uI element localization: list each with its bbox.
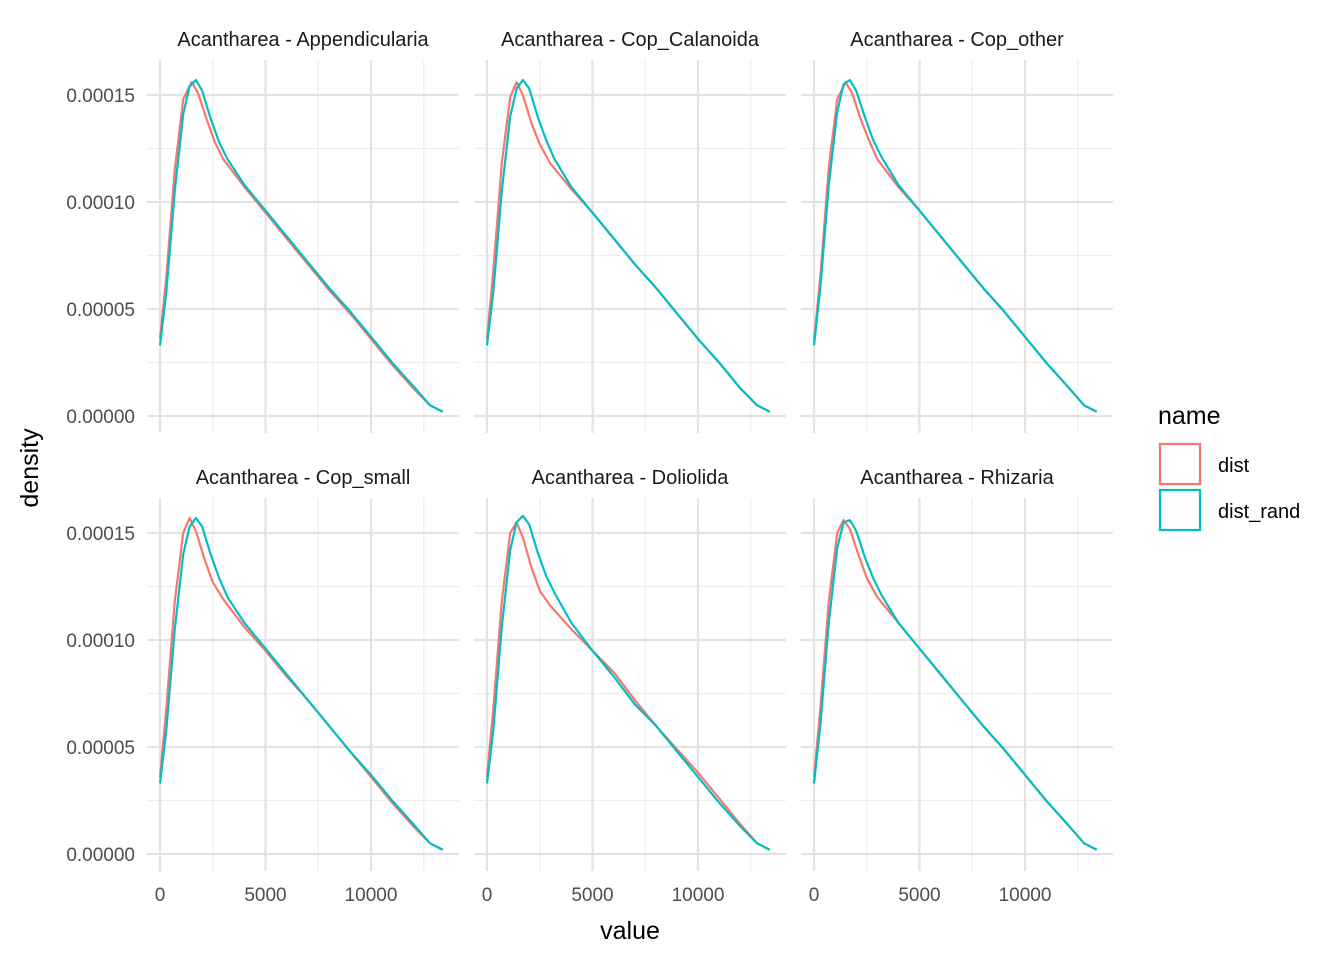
facet-title: Acantharea - Cop_small: [196, 467, 411, 489]
legend-label: dist: [1218, 455, 1250, 477]
y-tick-label: 0.00005: [66, 738, 135, 759]
facet-title: Acantharea - Cop_Calanoida: [501, 29, 760, 51]
facet-panels: Acantharea - Appendicularia 0.00000 0.0000…: [66, 29, 1113, 906]
facet-title: Acantharea - Doliolida: [532, 467, 730, 489]
x-tick-label: 10000: [672, 885, 725, 906]
facet-title: Acantharea - Appendicularia: [177, 29, 429, 51]
legend-key: [1158, 442, 1202, 486]
x-tick-label: 5000: [244, 885, 286, 906]
y-tick-label: 0.00000: [66, 845, 135, 866]
x-tick-label: 10000: [999, 885, 1052, 906]
density-line-dist-rand: [812, 78, 1098, 413]
x-tick-label: 0: [482, 885, 493, 906]
x-tick-label: 5000: [898, 885, 940, 906]
x-tick-label: 0: [809, 885, 820, 906]
y-tick-label: 0.00010: [66, 193, 135, 214]
legend-item: dist: [1158, 442, 1250, 486]
y-axis-title: density: [16, 428, 44, 508]
y-tick-label: 0.00010: [66, 631, 135, 652]
density-line-dist: [158, 516, 444, 851]
density-line-dist: [485, 521, 771, 851]
x-tick-label: 10000: [345, 885, 398, 906]
facet-title: Acantharea - Rhizaria: [860, 467, 1054, 489]
density-line-dist-rand: [158, 78, 444, 413]
facet-title: Acantharea - Cop_other: [850, 29, 1064, 51]
legend-key: [1158, 488, 1202, 532]
legend-title: name: [1158, 402, 1221, 430]
y-tick-label: 0.00015: [66, 524, 135, 545]
density-line-dist: [158, 81, 444, 413]
x-axis-title: value: [600, 917, 660, 945]
facet-panel: Acantharea - Cop_other: [801, 29, 1113, 433]
y-tick-label: 0.00000: [66, 407, 135, 428]
legend: name dist dist_rand: [1158, 402, 1300, 532]
facet-panel: Acantharea - Cop_small 0.00000 0.00005 0.00…: [66, 467, 459, 906]
y-tick-label: 0.00015: [66, 86, 135, 107]
density-line-dist-rand: [485, 78, 771, 413]
legend-entries: dist dist_rand: [1158, 442, 1300, 532]
density-line-dist-rand: [485, 514, 771, 851]
density-line-dist-rand: [158, 516, 444, 851]
y-tick-label: 0.00005: [66, 300, 135, 321]
x-tick-label: 0: [155, 885, 166, 906]
facet-panel: Acantharea - Cop_Calanoida: [474, 29, 786, 433]
legend-label: dist_rand: [1218, 501, 1300, 523]
density-line-dist-rand: [812, 519, 1098, 851]
facet-panel: Acantharea - Appendicularia 0.00000 0.0000…: [66, 29, 459, 433]
facet-panel: Acantharea - Rhizaria 0 5000 10000: [801, 467, 1113, 906]
legend-item: dist_rand: [1158, 488, 1300, 532]
facet-panel: Acantharea - Doliolida 0 5000 10000: [474, 467, 786, 906]
x-tick-label: 5000: [571, 885, 613, 906]
